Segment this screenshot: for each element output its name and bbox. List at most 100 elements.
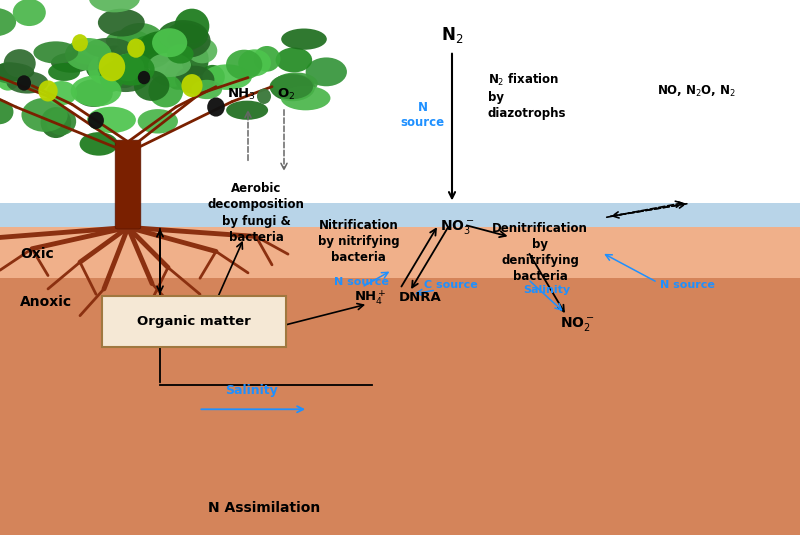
Ellipse shape	[110, 53, 154, 86]
Ellipse shape	[158, 20, 208, 50]
Ellipse shape	[238, 49, 271, 77]
Ellipse shape	[95, 57, 146, 85]
Ellipse shape	[152, 28, 187, 57]
Ellipse shape	[138, 31, 183, 62]
Ellipse shape	[117, 23, 164, 56]
Ellipse shape	[150, 55, 194, 87]
Ellipse shape	[0, 63, 30, 83]
Ellipse shape	[46, 81, 77, 105]
Text: N$_2$: N$_2$	[441, 25, 463, 45]
Text: Salinity: Salinity	[226, 384, 278, 397]
Text: N source: N source	[660, 280, 715, 289]
Bar	[0, 278, 800, 535]
Ellipse shape	[275, 48, 312, 72]
Ellipse shape	[71, 44, 110, 65]
Ellipse shape	[191, 80, 222, 99]
Ellipse shape	[202, 64, 252, 90]
Ellipse shape	[65, 38, 112, 71]
Ellipse shape	[0, 63, 34, 81]
Text: Aerobic
decomposition
by fungi &
bacteria: Aerobic decomposition by fungi & bacteri…	[207, 182, 305, 244]
Ellipse shape	[94, 43, 144, 75]
Text: N Assimilation: N Assimilation	[208, 501, 320, 515]
Ellipse shape	[79, 132, 118, 156]
Text: NO$_2^-$: NO$_2^-$	[560, 315, 595, 333]
Text: Organic matter: Organic matter	[137, 315, 251, 328]
Text: C source: C source	[424, 280, 478, 289]
Text: Salinity: Salinity	[523, 285, 570, 295]
Ellipse shape	[100, 59, 151, 92]
Ellipse shape	[38, 80, 58, 102]
Ellipse shape	[99, 52, 126, 81]
Ellipse shape	[98, 9, 145, 36]
Ellipse shape	[88, 112, 104, 129]
Text: Oxic: Oxic	[20, 247, 54, 261]
Text: N
source: N source	[400, 101, 445, 129]
Ellipse shape	[17, 75, 31, 90]
Ellipse shape	[34, 41, 78, 64]
Ellipse shape	[174, 9, 210, 43]
Ellipse shape	[281, 28, 327, 50]
Text: Denitrification
by
denitrifying
bacteria: Denitrification by denitrifying bacteria	[492, 222, 588, 283]
Ellipse shape	[85, 38, 133, 58]
Bar	[0, 203, 800, 227]
FancyBboxPatch shape	[115, 140, 141, 229]
Ellipse shape	[182, 43, 209, 77]
Text: NO$_3^-$: NO$_3^-$	[440, 218, 474, 236]
Ellipse shape	[89, 0, 140, 12]
Ellipse shape	[0, 62, 21, 90]
Ellipse shape	[98, 57, 129, 80]
Ellipse shape	[257, 89, 271, 104]
Ellipse shape	[138, 71, 150, 85]
Ellipse shape	[48, 63, 80, 81]
Text: NH$_4^+$: NH$_4^+$	[354, 288, 386, 308]
Ellipse shape	[129, 35, 172, 68]
Ellipse shape	[22, 98, 68, 132]
Ellipse shape	[98, 51, 142, 77]
Ellipse shape	[148, 74, 183, 108]
Ellipse shape	[0, 8, 16, 36]
Ellipse shape	[134, 71, 170, 101]
Text: Anoxic: Anoxic	[20, 295, 72, 309]
Ellipse shape	[111, 42, 149, 78]
Ellipse shape	[41, 107, 71, 138]
Ellipse shape	[200, 65, 225, 89]
Ellipse shape	[100, 63, 124, 92]
Ellipse shape	[281, 86, 330, 110]
Ellipse shape	[88, 55, 122, 85]
Ellipse shape	[13, 0, 46, 26]
Ellipse shape	[167, 44, 194, 64]
Ellipse shape	[165, 22, 202, 52]
Ellipse shape	[226, 50, 262, 80]
Text: N source: N source	[334, 277, 389, 287]
Ellipse shape	[106, 29, 151, 51]
Ellipse shape	[6, 71, 48, 94]
Ellipse shape	[148, 53, 191, 77]
Bar	[0, 227, 800, 278]
Ellipse shape	[270, 74, 315, 101]
Ellipse shape	[0, 100, 14, 124]
Ellipse shape	[87, 107, 136, 133]
Ellipse shape	[207, 97, 225, 117]
FancyBboxPatch shape	[102, 296, 286, 347]
Ellipse shape	[182, 74, 202, 97]
Text: NO, N$_2$O, N$_2$: NO, N$_2$O, N$_2$	[657, 83, 735, 98]
Text: Nitrification
by nitrifying
bacteria: Nitrification by nitrifying bacteria	[318, 219, 399, 264]
Ellipse shape	[187, 38, 218, 63]
Text: N$_2$ fixation
by
diazotrophs: N$_2$ fixation by diazotrophs	[488, 72, 566, 120]
Text: DNRA: DNRA	[398, 292, 441, 304]
Ellipse shape	[46, 108, 76, 135]
Ellipse shape	[167, 24, 210, 57]
Ellipse shape	[110, 60, 139, 88]
Ellipse shape	[112, 54, 144, 81]
Ellipse shape	[74, 79, 113, 107]
Text: O$_2$: O$_2$	[278, 87, 295, 102]
Ellipse shape	[270, 74, 313, 100]
Ellipse shape	[127, 39, 145, 58]
Ellipse shape	[306, 57, 347, 86]
Ellipse shape	[51, 52, 92, 73]
Ellipse shape	[86, 57, 123, 81]
Ellipse shape	[165, 61, 191, 90]
Ellipse shape	[72, 34, 88, 51]
Ellipse shape	[254, 46, 281, 72]
Ellipse shape	[226, 101, 268, 120]
